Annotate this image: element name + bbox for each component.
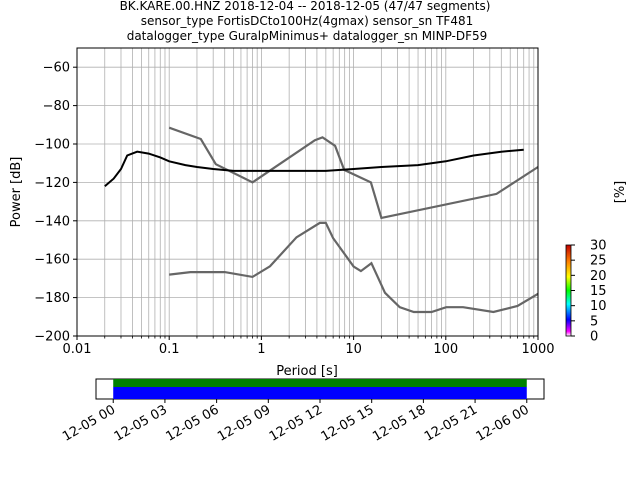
y-tick-label: −180 <box>34 291 70 306</box>
coverage-tick-label: 12-05 12 <box>267 402 325 444</box>
colorbar-tick-label: 20 <box>590 269 607 284</box>
y-tick-label: −100 <box>34 138 70 153</box>
x-axis-ticks: 0.01 0.1 1 10 100 1000 <box>63 336 555 357</box>
y-tick-label: −200 <box>34 330 70 345</box>
coverage-tick-label: 12-06 00 <box>474 402 532 444</box>
mode-line <box>104 148 524 187</box>
x-tick-label: 1000 <box>521 342 554 357</box>
title-line-1: BK.KARE.00.HNZ 2018-12-04 -- 2018-12-05 … <box>120 0 491 13</box>
colorbar-label: [%] <box>613 181 628 204</box>
x-tick-label: 0.1 <box>159 342 180 357</box>
colorbar-tick-label: 0 <box>590 330 598 345</box>
coverage-row <box>113 387 527 399</box>
colorbar-tick-label: 10 <box>590 299 607 314</box>
y-tick-label: −60 <box>43 61 70 76</box>
colorbar <box>565 244 572 337</box>
coverage-tick-label: 12-05 21 <box>422 402 480 444</box>
x-tick-label: 100 <box>433 342 458 357</box>
plot-frame <box>76 47 539 337</box>
colorbar-tick-label: 5 <box>590 314 598 329</box>
x-tick-label: 10 <box>345 342 362 357</box>
coverage-tick-label: 12-05 00 <box>60 402 118 444</box>
y-axis-ticks: −200 −180 −160 −140 −120 −100 −80 −60 <box>34 61 77 345</box>
high-noise-model-line <box>168 126 538 220</box>
coverage-tick-label: 12-05 03 <box>112 402 170 444</box>
mode-line <box>104 148 524 187</box>
y-tick-label: −120 <box>34 176 70 191</box>
x-tick-label: 0.01 <box>63 342 92 357</box>
title-line-2: sensor_type FortisDCto100Hz(4gmax) senso… <box>141 14 473 28</box>
noise-models <box>168 126 538 314</box>
x-tick-label: 1 <box>257 342 265 357</box>
coverage-tick-label: 12-05 06 <box>163 402 221 444</box>
colorbar-tick-label: 30 <box>590 239 607 254</box>
y-tick-label: −160 <box>34 253 70 268</box>
y-tick-label: −140 <box>34 214 70 229</box>
plot-area <box>77 48 538 336</box>
coverage-row <box>113 379 527 387</box>
colorbar-tick-label: 25 <box>590 254 607 269</box>
y-axis-label: Power [dB] <box>9 157 24 228</box>
x-axis-label: Period [s] <box>276 364 338 379</box>
low-noise-model-line <box>169 221 538 314</box>
coverage-tick-label: 12-05 18 <box>370 402 428 444</box>
title-line-3: datalogger_type GuralpMinimus+ datalogge… <box>127 29 488 43</box>
colorbar-tick-label: 15 <box>590 284 607 299</box>
y-tick-label: −80 <box>43 99 70 114</box>
coverage-bars <box>113 379 527 399</box>
coverage-tick-label: 12-05 15 <box>319 402 377 444</box>
coverage-tick-label: 12-05 09 <box>215 402 273 444</box>
